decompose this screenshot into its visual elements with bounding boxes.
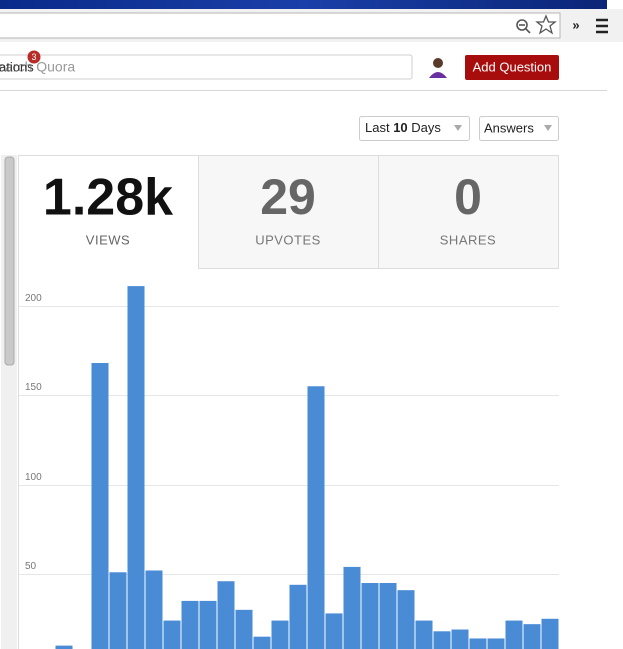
bar (91, 363, 109, 649)
menu-button[interactable] (596, 18, 608, 34)
zoom-icon[interactable] (516, 19, 531, 34)
window-frame (0, 0, 607, 9)
dropdown-arrow (454, 125, 462, 131)
bar (451, 629, 469, 649)
bar (505, 620, 523, 649)
bar (415, 620, 433, 649)
add-question-label: Add Question (473, 59, 552, 74)
bar (235, 609, 253, 649)
y-tick-label: 200 (25, 293, 42, 304)
search-box[interactable] (0, 54, 413, 80)
notifications-label[interactable]: ations (0, 59, 34, 74)
bar (469, 638, 487, 649)
bar (289, 584, 307, 649)
y-tick-label: 150 (25, 382, 42, 393)
stat-value: 1.28k (43, 169, 173, 227)
bar (379, 583, 397, 649)
stat-label: SHARES (440, 232, 496, 247)
bar (523, 624, 541, 649)
bar (217, 581, 235, 649)
period-unit: Days (411, 120, 441, 135)
bar (109, 572, 127, 649)
bar (55, 645, 73, 649)
bar (145, 570, 163, 649)
stat-value: 29 (260, 169, 316, 225)
dropdown-arrow (544, 125, 552, 131)
y-tick-label: 100 (25, 472, 42, 483)
bar (199, 600, 217, 649)
bar (181, 600, 199, 649)
avatar[interactable] (429, 58, 447, 78)
notification-count: 3 (31, 52, 36, 62)
bar (361, 583, 379, 649)
bar (541, 618, 559, 649)
stat-label: VIEWS (86, 232, 130, 247)
bar (307, 386, 325, 649)
bar (163, 620, 181, 649)
content-text: Answers (484, 120, 534, 135)
y-tick-label: 50 (25, 561, 37, 572)
chart: 50 100 150 200 (19, 286, 559, 649)
bar (271, 620, 289, 649)
bar (487, 638, 505, 649)
scrollbar-thumb[interactable] (4, 156, 15, 366)
notification-badge (27, 50, 41, 64)
period-dropdown[interactable] (359, 116, 470, 141)
stat-value: 0 (454, 169, 482, 225)
bar (397, 590, 415, 649)
stat-label: UPVOTES (255, 232, 321, 247)
period-text: Last 10 Days (365, 120, 441, 135)
add-question-button[interactable] (465, 55, 559, 80)
bar (127, 286, 145, 649)
bar (433, 631, 451, 649)
bar (343, 566, 361, 649)
bar (253, 636, 271, 649)
content-dropdown[interactable] (479, 116, 559, 141)
search-placeholder: Search Quora (0, 59, 75, 75)
more-button[interactable]: » (572, 17, 579, 32)
address-bar[interactable] (0, 12, 561, 39)
period-prefix: Last (365, 120, 390, 135)
period-number: 10 (393, 120, 407, 135)
stat-tab[interactable] (378, 155, 559, 269)
bookmark-star[interactable] (535, 14, 557, 35)
bar (325, 613, 343, 649)
